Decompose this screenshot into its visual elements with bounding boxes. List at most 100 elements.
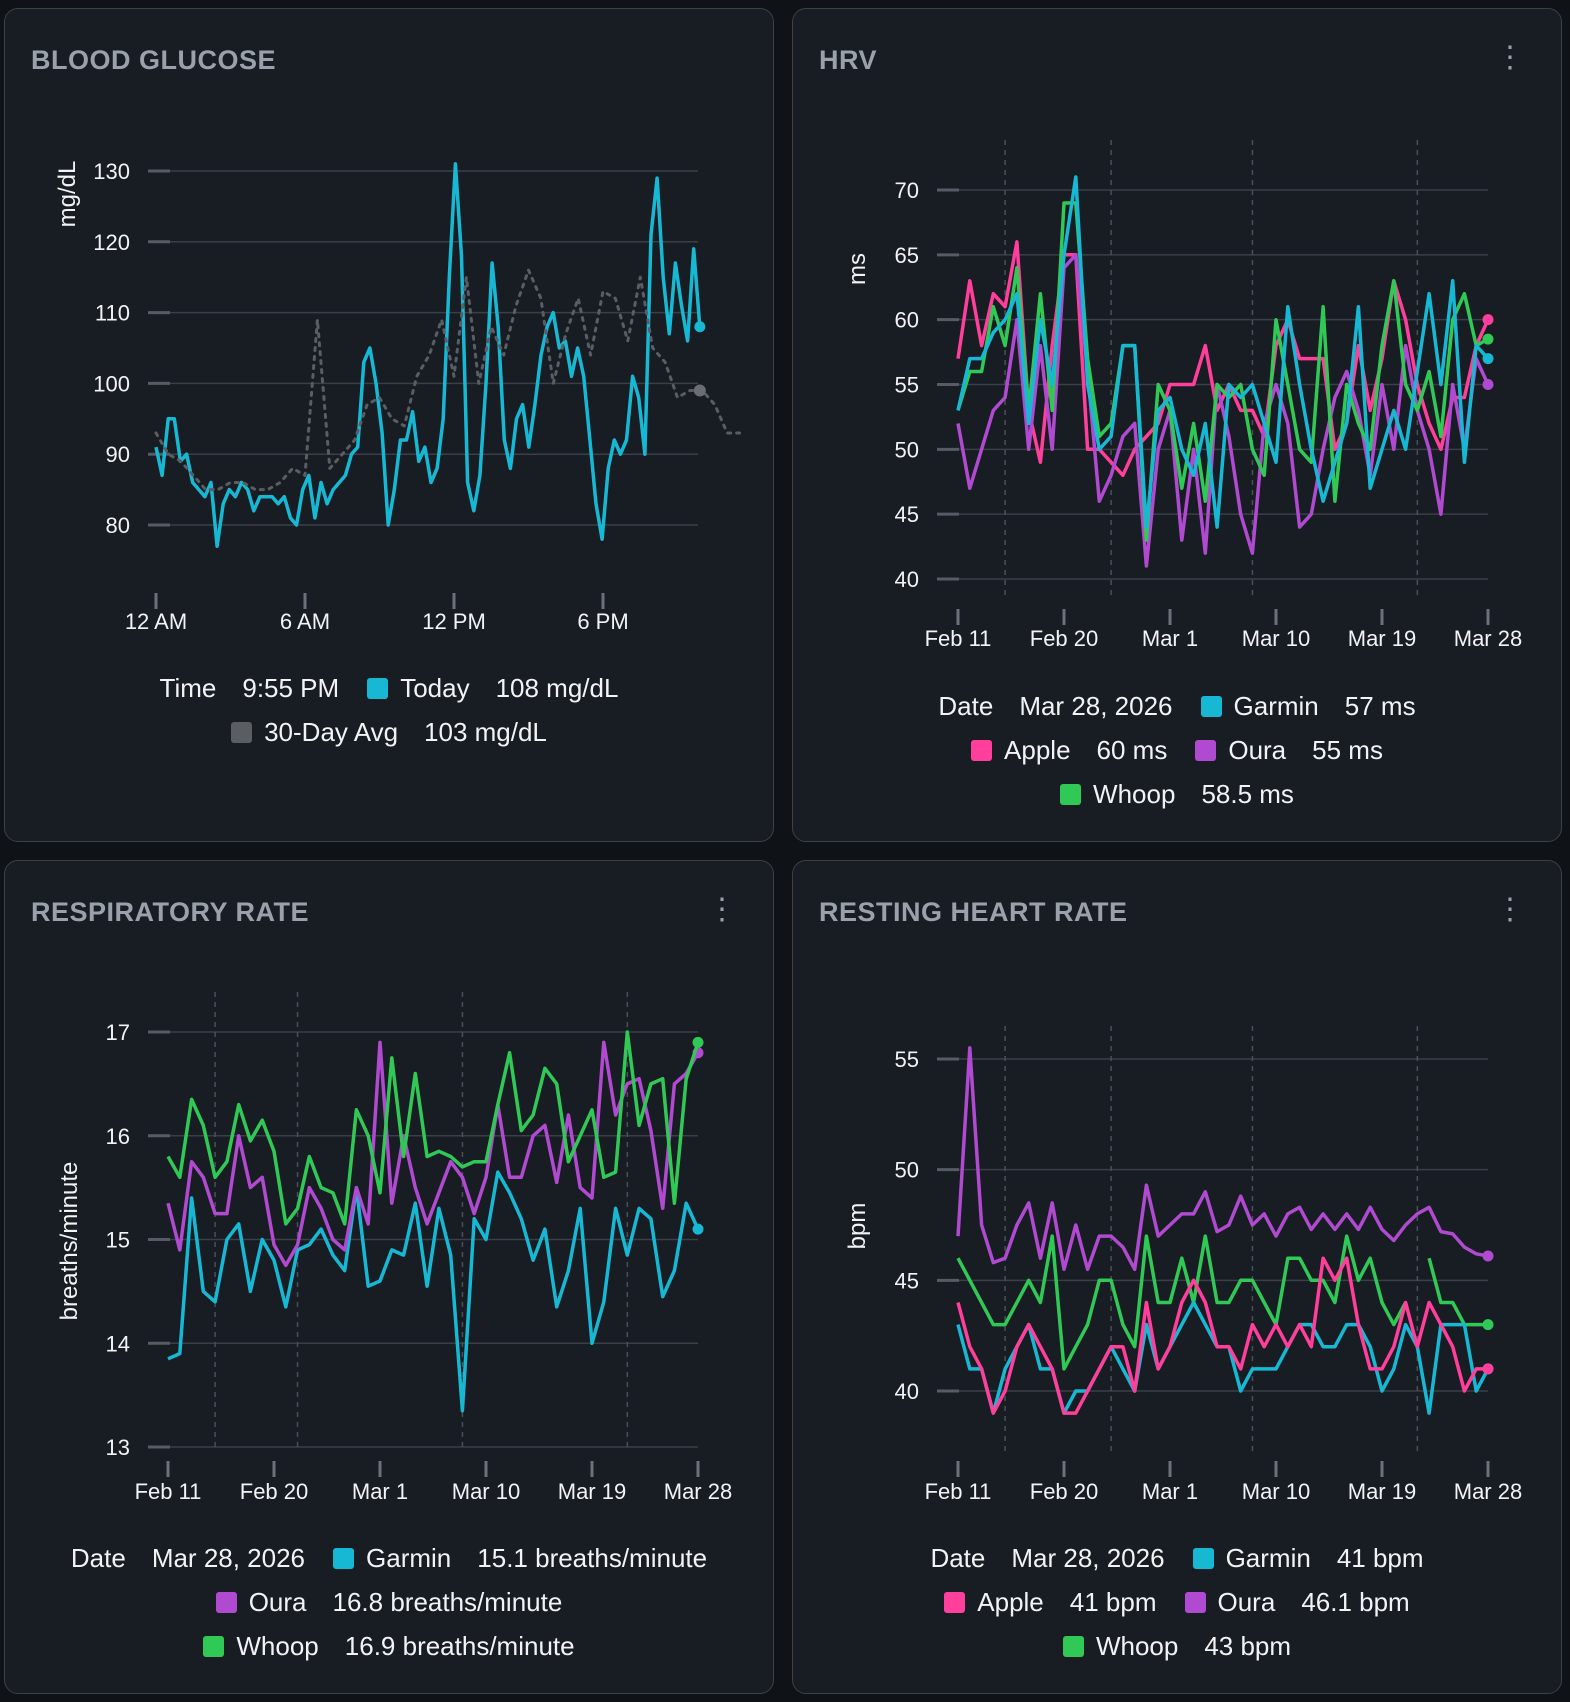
resting-heart-rate-panel: RESTING HEART RATE ⋮ 40 45 50 55 bpm Feb 11 Fe… xyxy=(792,860,1562,1694)
legend-item: 30-Day Avg 103 mg/dL xyxy=(231,717,547,748)
series-line-oura xyxy=(956,253,1490,568)
legend-value: Mar 28, 2026 xyxy=(1011,1543,1165,1573)
legend-value: 16.9 breaths/minute xyxy=(344,1631,575,1661)
series-line-oura xyxy=(956,1046,1489,1272)
panel-title: RESPIRATORY RATE xyxy=(31,897,310,927)
legend-item: Date Mar 28, 2026 xyxy=(930,1543,1164,1574)
series-end-point xyxy=(692,1036,704,1048)
legend-swatch xyxy=(1184,1592,1206,1613)
legend-item: Today 108 mg/dL xyxy=(367,673,618,704)
y-axis-label: breaths/minute xyxy=(56,1162,83,1321)
x-tick-label: 6 PM xyxy=(577,609,628,634)
y-tick-label: 80 xyxy=(106,513,130,538)
y-tick-label: 120 xyxy=(93,230,130,255)
series-line-apple xyxy=(956,1256,1488,1415)
legend-row: Whoop 58.5 ms xyxy=(793,779,1561,810)
series-end-point xyxy=(1482,1250,1494,1262)
x-tick-label: Mar 1 xyxy=(1142,626,1198,651)
y-tick-label: 40 xyxy=(895,567,919,592)
legend-value: 43 bpm xyxy=(1204,1631,1292,1661)
y-tick-label: 45 xyxy=(895,1268,919,1293)
legend-label: Today xyxy=(400,673,470,703)
x-tick-label: Mar 19 xyxy=(1348,626,1416,651)
series-line-garmin xyxy=(167,1170,700,1413)
legend-item: Apple 60 ms xyxy=(971,735,1167,766)
x-tick-label: Mar 10 xyxy=(452,1479,520,1504)
legend-value: 103 mg/dL xyxy=(424,717,547,747)
respiratory-rate-chart: 13 14 15 16 17 breaths/minute Feb 11 Feb 20 Mar … xyxy=(56,992,732,1504)
resting-heart-rate-chart: 40 45 50 55 bpm Feb 11 Feb 20 Mar 1 Mar 10 Mar 19… xyxy=(844,1026,1522,1504)
x-tick-label: 12 PM xyxy=(422,609,486,634)
y-tick-label: 14 xyxy=(106,1331,130,1356)
legend-swatch xyxy=(333,1548,355,1569)
legend-item: Whoop 58.5 ms xyxy=(1060,779,1294,810)
legend-item: Apple 41 bpm xyxy=(944,1587,1157,1618)
y-tick-label: 55 xyxy=(895,373,919,398)
series-end-point xyxy=(692,1223,704,1235)
panel-title: RESTING HEART RATE xyxy=(819,897,1128,927)
legend-value: Mar 28, 2026 xyxy=(151,1543,306,1573)
legend-label: Date xyxy=(70,1543,126,1573)
x-tick-label: Feb 20 xyxy=(240,1479,309,1504)
legend-value: 55 ms xyxy=(1312,735,1383,765)
x-tick-label: Feb 20 xyxy=(1030,626,1099,651)
legend-label: Garmin xyxy=(1233,691,1319,721)
legend-label: Whoop xyxy=(1093,779,1176,809)
x-tick-label: Mar 10 xyxy=(1242,626,1310,651)
legend-value: 58.5 ms xyxy=(1201,779,1294,809)
legend-label: Whoop xyxy=(236,1631,319,1661)
x-tick-label: Mar 28 xyxy=(1454,1479,1522,1504)
more-vert-icon[interactable]: ⋮ xyxy=(707,893,737,926)
y-tick-label: 100 xyxy=(93,371,130,396)
series-end-point xyxy=(1482,1363,1494,1375)
legend-row: 30-Day Avg 103 mg/dL xyxy=(5,717,773,748)
y-tick-label: 40 xyxy=(895,1379,919,1404)
y-tick-label: 13 xyxy=(106,1435,130,1460)
more-vert-icon[interactable]: ⋮ xyxy=(1495,893,1525,926)
x-tick-label: Mar 10 xyxy=(1242,1479,1310,1504)
legend-swatch xyxy=(1060,784,1082,805)
y-tick-label: 15 xyxy=(106,1228,130,1253)
y-tick-label: 50 xyxy=(895,437,919,462)
panel-title: HRV xyxy=(819,45,878,75)
legend-item: Garmin 15.1 breaths/minute xyxy=(333,1543,707,1574)
legend-item: Oura 55 ms xyxy=(1195,735,1383,766)
y-axis-label: ms xyxy=(844,253,871,285)
legend-swatch xyxy=(203,1636,225,1657)
legend-value: 46.1 bpm xyxy=(1301,1587,1410,1617)
legend-value: Mar 28, 2026 xyxy=(1019,691,1173,721)
series-end-point xyxy=(1482,353,1494,365)
y-tick-label: 65 xyxy=(895,243,919,268)
legend-swatch xyxy=(1200,696,1222,717)
series-end-point xyxy=(1482,379,1494,390)
y-tick-label: 130 xyxy=(93,159,130,184)
legend-swatch xyxy=(1062,1636,1084,1657)
legend-swatch xyxy=(1195,740,1217,761)
legend-swatch xyxy=(944,1592,966,1613)
hrv-chart: 40 45 50 55 60 65 70 ms Feb 11 Feb 20 Mar 1 Mar 10 M… xyxy=(844,140,1522,651)
legend-label: Whoop xyxy=(1095,1631,1179,1661)
x-tick-label: Feb 11 xyxy=(925,626,992,651)
x-tick-label: 6 AM xyxy=(280,609,330,634)
legend-swatch xyxy=(231,722,253,743)
legend-label: Apple xyxy=(1004,735,1071,765)
y-axis-label: bpm xyxy=(844,1203,871,1250)
legend-label: Oura xyxy=(1217,1587,1276,1617)
legend-item: Oura 16.8 breaths/minute xyxy=(215,1587,562,1618)
more-vert-icon[interactable]: ⋮ xyxy=(1495,41,1525,74)
x-tick-label: Feb 20 xyxy=(1030,1479,1099,1504)
legend-label: 30-Day Avg xyxy=(264,717,399,747)
x-tick-label: Mar 19 xyxy=(558,1479,626,1504)
x-tick-label: Feb 11 xyxy=(925,1479,992,1504)
x-tick-label: Mar 1 xyxy=(1142,1479,1198,1504)
legend-item: Date Mar 28, 2026 xyxy=(71,1543,305,1574)
legend-swatch xyxy=(367,678,389,699)
legend-value: 15.1 breaths/minute xyxy=(477,1543,708,1573)
legend-row: Date Mar 28, 2026 Garmin 15.1 breaths/minut… xyxy=(5,1543,773,1574)
series-line-30-day-avg xyxy=(154,268,742,492)
y-tick-label: 45 xyxy=(895,502,919,527)
y-tick-label: 16 xyxy=(106,1124,130,1149)
legend-row: Date Mar 28, 2026 Garmin 57 ms xyxy=(793,691,1561,722)
legend-value: 41 bpm xyxy=(1336,1543,1424,1573)
blood-glucose-panel: BLOOD GLUCOSE 80 90 100 110 120 130 mg/dL 12 AM… xyxy=(4,8,774,842)
